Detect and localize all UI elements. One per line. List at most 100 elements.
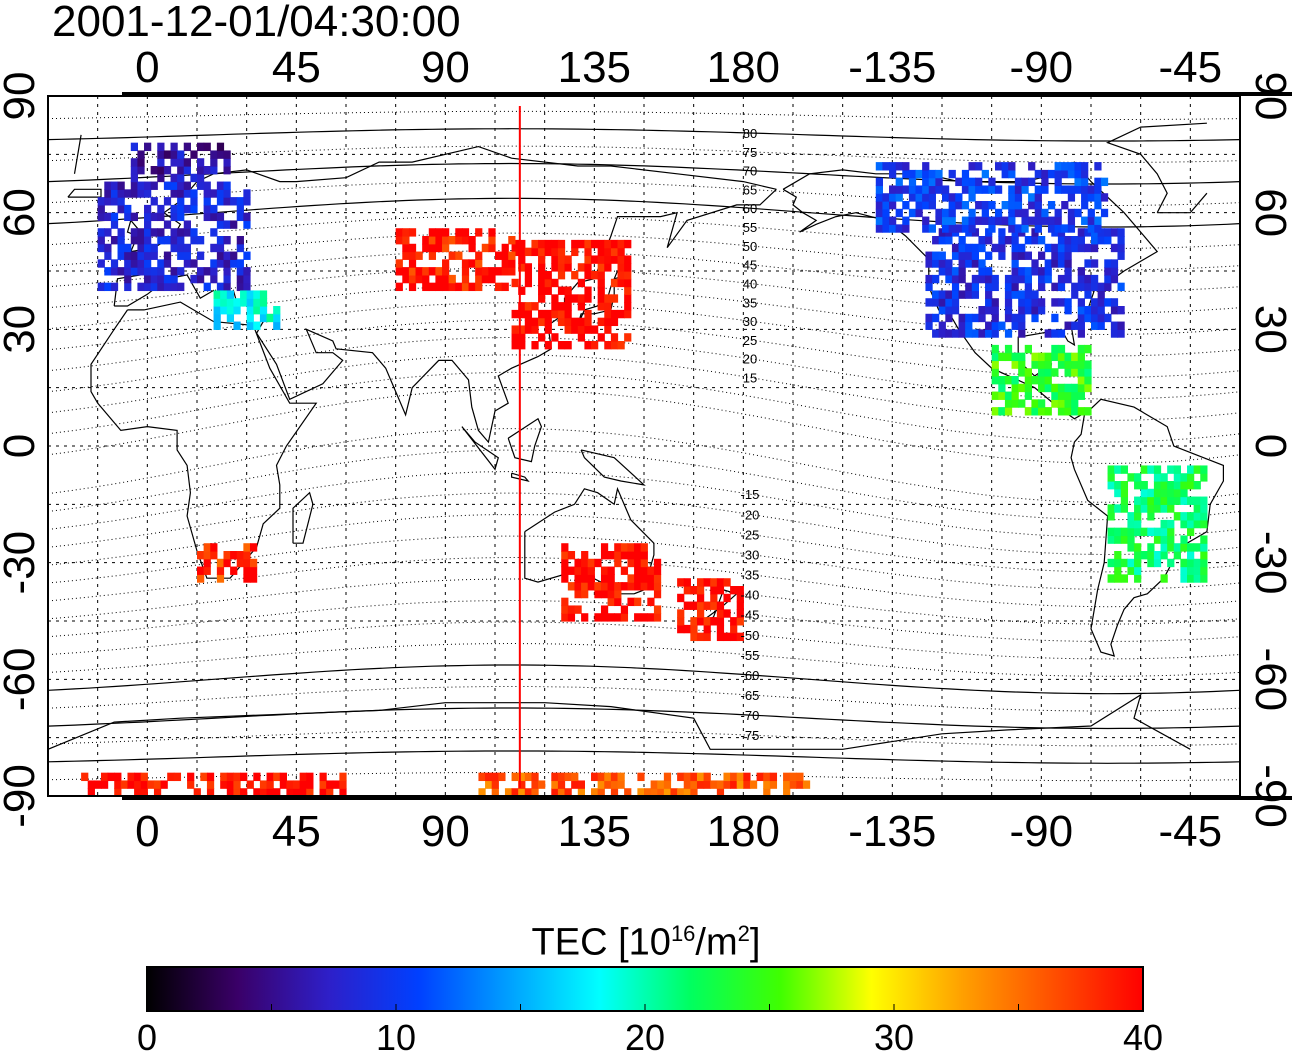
- tec-pixel: [94, 780, 102, 789]
- tec-pixel: [163, 150, 172, 159]
- tec-pixel: [246, 313, 254, 323]
- tec-pixel: [607, 582, 615, 591]
- tec-pixel: [170, 189, 178, 198]
- tec-pixel: [173, 772, 182, 782]
- tec-pixel: [183, 220, 191, 229]
- tec-pixel: [736, 632, 744, 642]
- tec-pixel: [1110, 306, 1119, 315]
- tec-pixel: [461, 274, 470, 284]
- tec-pixel: [157, 204, 165, 214]
- tec-pixel: [958, 267, 966, 276]
- tec-pixel: [249, 574, 258, 583]
- tec-pixel: [435, 228, 443, 237]
- tec-pixel: [670, 788, 678, 796]
- tec-pixel: [203, 551, 211, 560]
- frame-tick: [569, 92, 719, 96]
- tec-pixel: [564, 788, 572, 796]
- tec-pixel: [922, 201, 930, 210]
- tec-pixel: [991, 321, 999, 330]
- mlat-contour: [48, 336, 1240, 400]
- tec-pixel: [150, 251, 158, 260]
- tec-pixel: [518, 239, 526, 249]
- tec-pixel: [789, 772, 797, 782]
- tec-pixel: [339, 772, 347, 782]
- tec-pixel: [683, 578, 691, 587]
- tec-pixel: [1001, 162, 1009, 171]
- tec-pixel: [1104, 298, 1112, 307]
- tec-pixel: [144, 228, 152, 237]
- tec-pixel: [508, 267, 516, 276]
- tec-pixel: [299, 780, 307, 789]
- tec-pixel: [557, 309, 566, 319]
- tec-pixel: [524, 309, 533, 319]
- tec-pixel: [716, 624, 725, 634]
- tec-pixel: [961, 185, 970, 194]
- tec-pixel: [524, 247, 533, 257]
- tec-pixel: [475, 267, 483, 276]
- tec-pixel: [1167, 535, 1175, 544]
- tec-pixel: [1120, 504, 1129, 513]
- tec-pixel: [1024, 267, 1032, 276]
- tec-pixel: [696, 772, 705, 782]
- tec-pixel: [958, 274, 966, 284]
- tec-pixel: [1054, 177, 1062, 187]
- tec-pixel: [591, 341, 599, 350]
- tec-pixel: [1167, 558, 1175, 568]
- map-timestamp: 2001-12-01/04:30:00: [52, 0, 461, 46]
- tec-pixel: [561, 613, 569, 622]
- mlat-label: 15: [743, 371, 757, 386]
- tec-pixel: [110, 282, 119, 292]
- tec-pixel: [1071, 391, 1079, 400]
- tec-pixel: [306, 788, 314, 796]
- tec-pixel: [600, 551, 609, 560]
- tec-pixel: [564, 325, 572, 334]
- tec-pixel: [1051, 329, 1059, 338]
- tec-pixel: [1071, 383, 1079, 393]
- tec-pixel: [1147, 512, 1155, 521]
- tec-pixel: [1173, 512, 1181, 521]
- tec-pixel: [266, 788, 274, 796]
- tec-pixel: [624, 255, 632, 264]
- tec-pixel: [210, 259, 218, 268]
- mlat-contour: [48, 319, 1240, 378]
- tec-pixel: [571, 271, 579, 280]
- tec-pixel: [442, 259, 450, 268]
- tec-pixel: [130, 212, 138, 222]
- tec-pixel: [253, 788, 261, 796]
- mlat-contour: [48, 145, 1240, 163]
- tec-pixel: [495, 267, 503, 276]
- tec-pixel: [1091, 236, 1099, 245]
- tec-pixel: [243, 551, 251, 560]
- tec-pixel: [640, 566, 648, 575]
- tec-pixel: [1051, 313, 1059, 323]
- tec-pixel: [567, 566, 576, 575]
- tec-pixel: [716, 578, 725, 587]
- tec-pixel: [1193, 481, 1201, 490]
- tec-pixel: [564, 302, 572, 311]
- coastline-segment: [90, 301, 318, 579]
- tec-pixel: [177, 251, 185, 260]
- tec-pixel: [1087, 208, 1095, 218]
- tec-pixel: [243, 543, 251, 552]
- tec-pixel: [610, 278, 619, 288]
- tec-pixel: [981, 208, 989, 218]
- tec-pixel: [117, 189, 125, 198]
- tec-pixel: [730, 586, 738, 595]
- tec-pixel: [190, 150, 198, 159]
- tec-pixel: [1193, 512, 1201, 521]
- mlat-label: 20: [743, 352, 757, 367]
- tec-pixel: [157, 228, 165, 237]
- tec-pixel: [763, 788, 771, 796]
- tec-pixel: [124, 274, 132, 284]
- tec-pixel: [1057, 259, 1066, 268]
- tec-pixel: [991, 344, 999, 354]
- tec-pixel: [1160, 527, 1168, 537]
- tec-pixel: [591, 255, 599, 264]
- tec-pixel: [511, 309, 519, 319]
- tec-pixel: [1077, 321, 1085, 330]
- tec-pixel: [1120, 496, 1129, 505]
- tec-pixel: [564, 341, 572, 350]
- tec-pixel: [1014, 201, 1023, 210]
- tec-pixel: [1187, 551, 1195, 560]
- tec-pixel: [1051, 282, 1059, 292]
